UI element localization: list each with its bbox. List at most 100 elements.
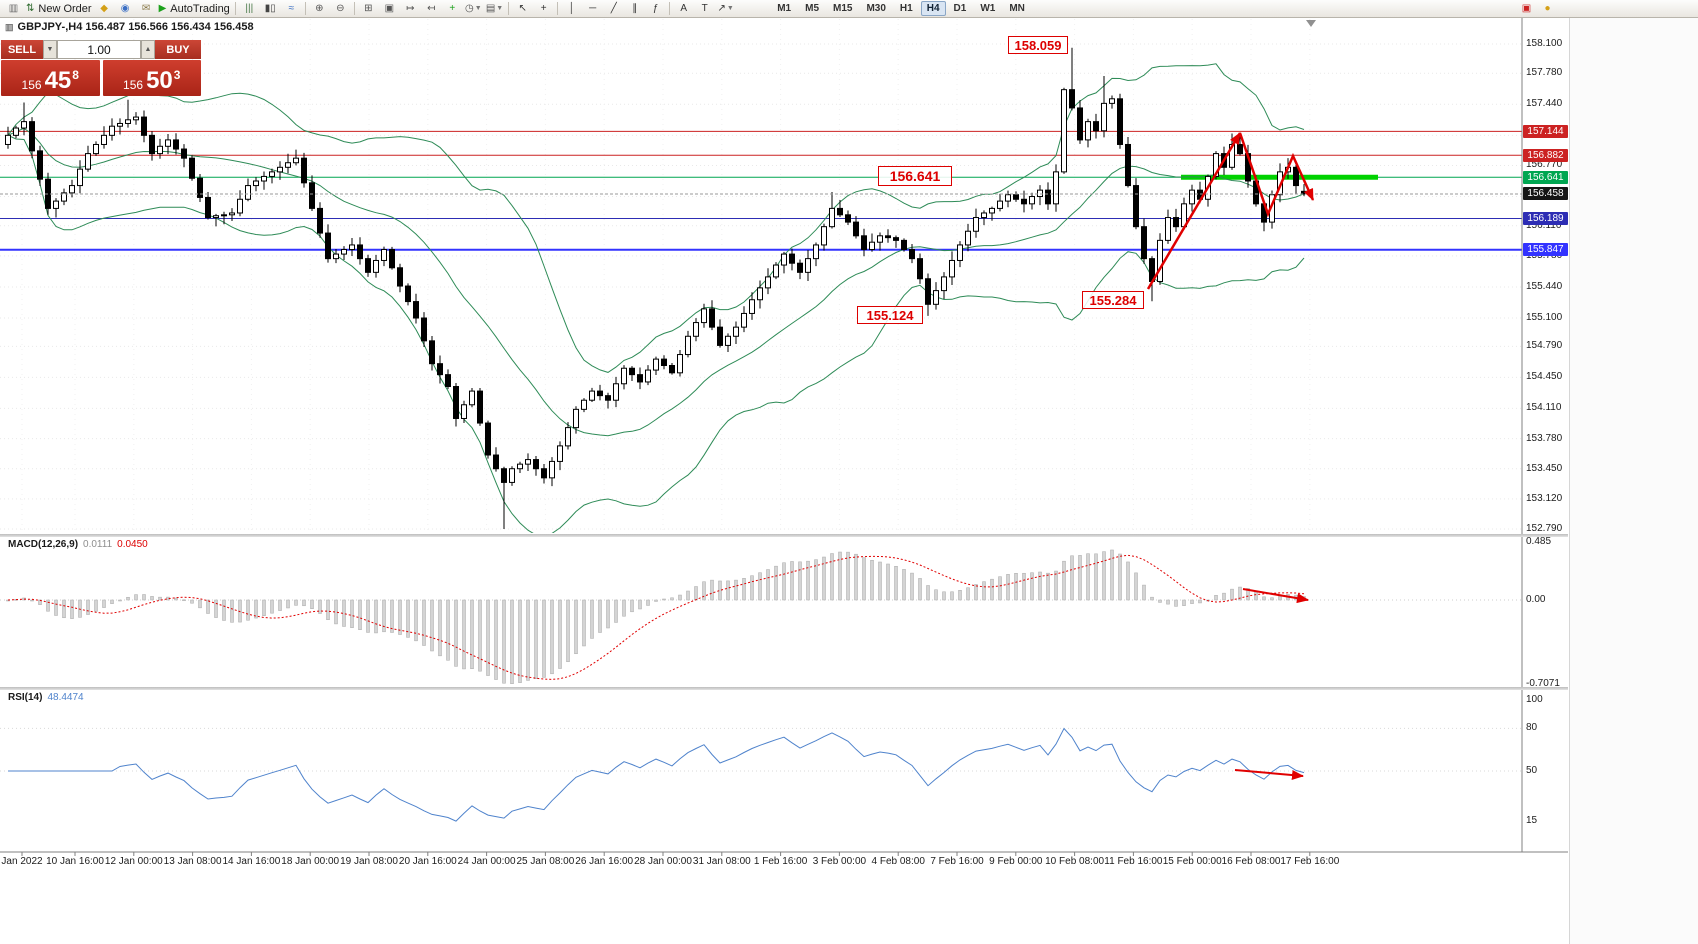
crosshair-icon: + — [540, 2, 547, 14]
time-axis-label: 4 Feb 08:00 — [871, 856, 925, 867]
chevron-down-icon: ▼ — [496, 5, 504, 12]
cursor-icon[interactable]: ↖ — [512, 1, 533, 17]
vertical-line-icon[interactable]: │ — [561, 1, 582, 17]
label-icon[interactable]: T — [694, 1, 715, 17]
time-axis-label: 18 Jan 00:00 — [281, 856, 340, 867]
timeframe-m15[interactable]: M15 — [833, 3, 853, 14]
timeframe-m5[interactable]: M5 — [805, 3, 820, 14]
time-axis-label: 15 Feb 00:00 — [1162, 856, 1222, 867]
autotrading-button-label: AutoTrading — [170, 2, 230, 15]
sell-price-button[interactable]: 156 45 8 — [1, 60, 100, 96]
new-chart-icon[interactable]: ▥ — [3, 1, 24, 17]
autoscroll-icon[interactable]: ↦ — [400, 1, 421, 17]
community-icon[interactable]: ● — [1537, 1, 1558, 17]
time-axis-label: 16 Feb 08:00 — [1221, 856, 1281, 867]
chart-shift-icon[interactable]: ↤ — [421, 1, 442, 17]
timeframe-w1[interactable]: W1 — [980, 3, 996, 14]
new-order-button-label: New Order — [38, 2, 92, 15]
community-icon: ● — [1544, 3, 1551, 14]
chart-candles-icon[interactable]: ▮▯ — [260, 1, 281, 17]
arrows-icon[interactable]: ↗ ▼ — [715, 1, 736, 17]
templates-icon[interactable]: ▤ ▼ — [484, 1, 505, 17]
trendline-icon[interactable]: ╱ — [603, 1, 624, 17]
price-scale-label: 155.100 — [1526, 312, 1563, 323]
panel-splitter[interactable] — [0, 687, 1568, 690]
price-scale-label: 154.450 — [1526, 371, 1563, 383]
timeframe-h1[interactable]: H1 — [899, 3, 913, 14]
rsi-indicator-label: RSI(14) 48.4474 — [8, 692, 89, 703]
scripts-icon[interactable]: ◆ — [94, 1, 115, 17]
sell-menu-caret[interactable]: ▼ — [43, 40, 57, 59]
macd-signal-value: 0.0450 — [117, 539, 148, 550]
timeframe-mn[interactable]: MN — [1009, 3, 1025, 14]
price-scale-label: 153.450 — [1526, 462, 1563, 474]
chart-window-icon: ▥ — [5, 21, 14, 32]
timeframe-m30[interactable]: M30 — [866, 3, 886, 14]
rsi-name: RSI(14) — [8, 692, 43, 703]
accounts-icon[interactable]: ◉ — [115, 1, 136, 17]
periods-icon[interactable]: ◷ ▼ — [463, 1, 484, 17]
news-icon[interactable]: ▣ — [1516, 1, 1537, 17]
time-axis-label: 14 Jan 16:00 — [222, 856, 281, 867]
buy-price-button[interactable]: 156 50 3 — [102, 60, 201, 96]
time-axis-label: 31 Jan 08:00 — [692, 856, 751, 867]
fibonacci-icon[interactable]: ƒ — [645, 1, 666, 17]
zoom-in-icon[interactable]: ⊕ — [309, 1, 330, 17]
time-axis-label: 26 Jan 16:00 — [575, 856, 634, 867]
cascade-windows-icon[interactable]: ▣ — [379, 1, 400, 17]
mailbox-icon[interactable]: ✉ — [136, 1, 157, 17]
bollinger-upper-band — [7, 63, 1305, 373]
chart-bars-icon[interactable]: ||| — [239, 1, 260, 17]
macd-arrow[interactable] — [1242, 588, 1309, 604]
rsi-scale-label: 50 — [1526, 765, 1538, 776]
buy-price-big: 50 — [146, 67, 173, 94]
lot-spinner[interactable]: ▲ — [141, 40, 155, 59]
indicators-icon[interactable]: + — [442, 1, 463, 17]
tile-windows-icon[interactable]: ⊞ — [358, 1, 379, 17]
sell-button[interactable]: SELL — [1, 40, 43, 59]
chart-candles-icon: ▮▯ — [264, 2, 276, 14]
timeframe-h4[interactable]: H4 — [920, 1, 946, 16]
price-annotation[interactable]: 158.059 — [1008, 36, 1068, 54]
rsi-scale-label: 15 — [1526, 814, 1538, 826]
timeframe-m1[interactable]: M1 — [777, 3, 792, 14]
rsi-arrow[interactable] — [1234, 769, 1304, 781]
time-axis-label: 1 Feb 16:00 — [753, 856, 808, 867]
timeframe-d1[interactable]: D1 — [953, 3, 967, 14]
chart-line-icon: ≈ — [288, 2, 295, 14]
buy-button[interactable]: BUY — [155, 40, 201, 59]
trend-arrow[interactable] — [1146, 132, 1242, 290]
macd-name: MACD(12,26,9) — [8, 539, 79, 550]
macd-value: 0.0111 — [83, 539, 113, 550]
toolbar-separator — [304, 2, 306, 15]
macd-scale-label: 0.00 — [1526, 594, 1546, 605]
chart-bars-icon: ||| — [245, 2, 254, 14]
channel-icon[interactable]: ∥ — [624, 1, 645, 17]
price-scale-label: 154.110 — [1526, 402, 1562, 414]
panel-splitter[interactable] — [0, 534, 1568, 537]
lot-size-input[interactable]: 1.00 — [57, 40, 141, 59]
price-annotation[interactable]: 155.284 — [1082, 291, 1144, 309]
text-icon[interactable]: A — [673, 1, 694, 17]
price-annotation[interactable]: 155.124 — [857, 306, 923, 324]
crosshair-icon[interactable]: + — [533, 1, 554, 17]
trend-arrow[interactable] — [1238, 132, 1315, 218]
rsi-line — [8, 727, 1305, 822]
buy-price-prefix: 156 — [123, 78, 144, 92]
zoom-out-icon[interactable]: ⊖ — [330, 1, 351, 17]
new-order-button[interactable]: ⇅ New Order — [24, 1, 94, 17]
chart-line-icon[interactable]: ≈ — [281, 1, 302, 17]
price-tag: 156.189 — [1523, 212, 1568, 226]
price-annotation[interactable]: 156.641 — [878, 166, 952, 186]
zoom-out-icon: ⊖ — [336, 2, 345, 14]
time-axis-label: 24 Jan 00:00 — [457, 856, 516, 867]
time-axis-label: 28 Jan 00:00 — [634, 856, 692, 867]
horizontal-line-icon[interactable]: ─ — [582, 1, 603, 17]
toolbar-separator — [669, 2, 671, 15]
trendline-icon: ╱ — [610, 2, 617, 14]
tile-windows-icon: ⊞ — [364, 2, 373, 14]
price-scale-label: 157.780 — [1526, 67, 1563, 79]
autotrading-button[interactable]: ▶ AutoTrading — [157, 1, 232, 17]
macd-scale-label: 0.485 — [1526, 536, 1552, 548]
